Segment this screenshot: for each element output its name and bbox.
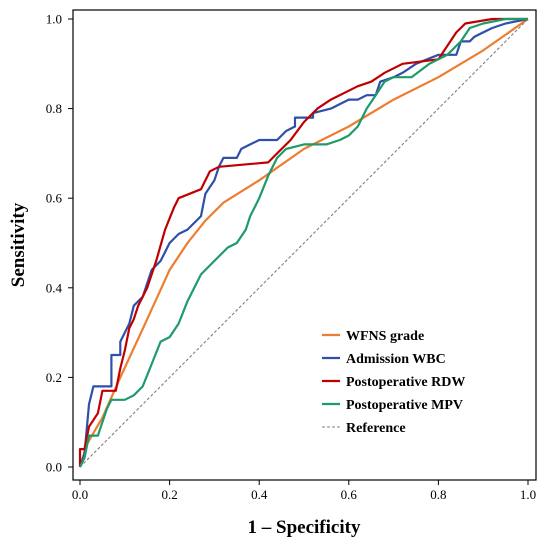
x-tick-label: 0.6: [341, 487, 358, 502]
postoperative-rdw-curve: [78, 17, 528, 467]
x-axis-title: 1 – Specificity: [248, 517, 361, 538]
y-tick-label: 0.0: [46, 460, 62, 475]
y-tick-label: 0.4: [46, 280, 63, 295]
y-tick-label: 1.0: [46, 12, 62, 27]
legend-label-postoperative-mpv: Postoperative MPV: [346, 398, 463, 413]
y-axis-title: Sensitivity: [8, 202, 29, 287]
x-tick-label: 0.8: [430, 487, 446, 502]
y-tick-label: 0.6: [46, 191, 63, 206]
y-tick-label: 0.2: [46, 370, 62, 385]
x-tick-label: 0.4: [251, 487, 268, 502]
y-axis: 0.0 0.2 0.4 0.6 0.8 1.0: [46, 12, 73, 475]
wfns-grade-curve: [78, 18, 529, 468]
x-tick-label: 0.0: [72, 487, 88, 502]
legend-label-reference: Reference: [346, 421, 406, 436]
series-layer: [78, 17, 529, 468]
legend-label-admission-wbc: Admission WBC: [346, 352, 446, 367]
y-tick-label: 0.8: [46, 101, 62, 116]
admission-wbc-curve: [78, 17, 529, 468]
x-tick-label: 0.2: [161, 487, 177, 502]
legend-label-postoperative-rdw: Postoperative RDW: [346, 375, 465, 390]
reference-curve: [79, 18, 529, 468]
postoperative-mpv-curve: [79, 17, 528, 468]
legend-label-wfns-grade: WFNS grade: [346, 329, 424, 344]
x-tick-label: 1.0: [520, 487, 536, 502]
legend: WFNS grade Admission WBC Postoperative RDW…: [322, 329, 465, 436]
x-axis: 0.0 0.2 0.4 0.6 0.8 1.0: [72, 480, 536, 502]
